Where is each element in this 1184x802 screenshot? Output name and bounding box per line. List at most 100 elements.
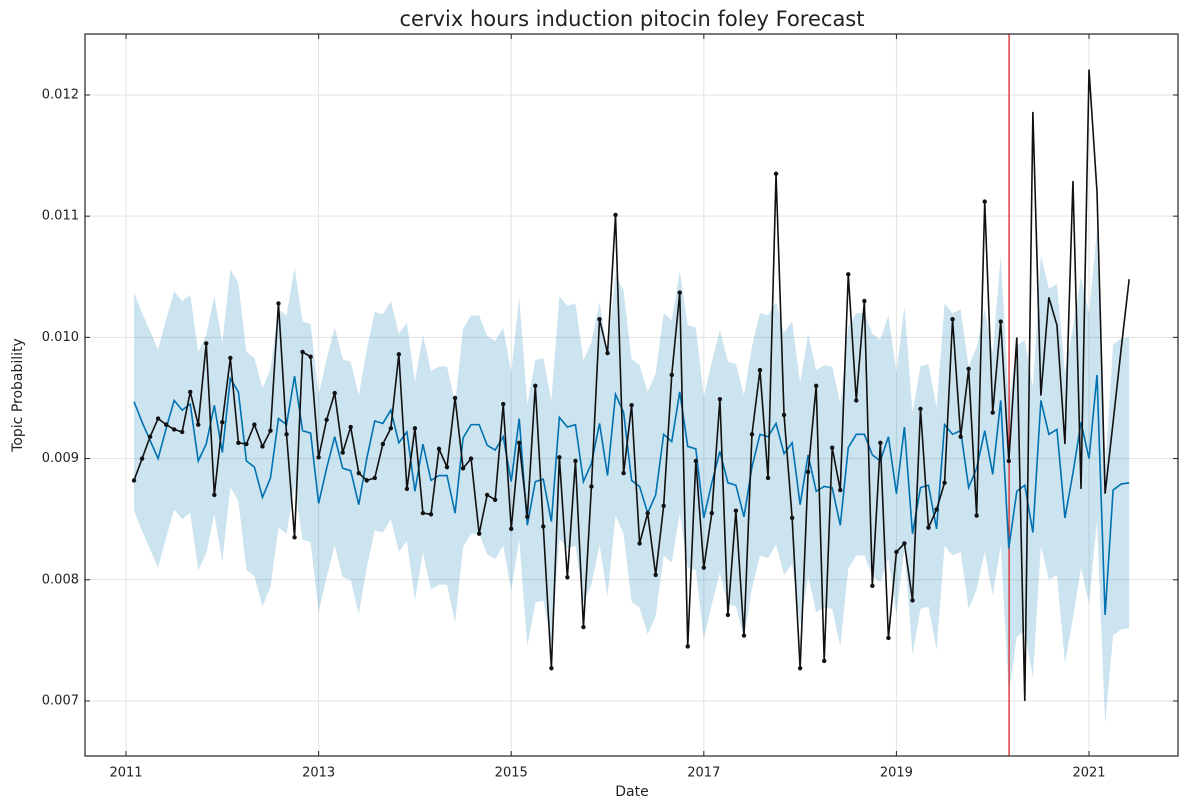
y-tick-label: 0.008 xyxy=(42,572,79,587)
data-point xyxy=(709,510,715,516)
data-point xyxy=(717,396,723,402)
x-tick-label: 2017 xyxy=(687,766,720,781)
data-point xyxy=(597,316,602,322)
data-point xyxy=(894,549,899,555)
data-point xyxy=(284,432,289,437)
data-point xyxy=(220,420,225,425)
data-point xyxy=(476,531,482,536)
data-point xyxy=(188,389,193,395)
data-point xyxy=(653,572,658,578)
data-point xyxy=(926,525,931,530)
data-point xyxy=(139,456,145,461)
data-point xyxy=(533,383,538,389)
data-point xyxy=(589,484,594,489)
data-point xyxy=(797,666,803,671)
y-axis-label: Topic Probability xyxy=(10,338,26,453)
data-point xyxy=(372,475,377,481)
data-point xyxy=(525,514,530,519)
chart-title: cervix hours induction pitocin foley For… xyxy=(400,7,865,31)
data-point xyxy=(388,426,394,431)
data-point xyxy=(236,440,241,446)
data-point xyxy=(982,199,987,204)
data-point xyxy=(733,508,739,513)
plot-frame xyxy=(84,33,1179,757)
data-point xyxy=(292,535,297,540)
data-point xyxy=(725,612,731,618)
data-point xyxy=(171,427,177,432)
data-point xyxy=(196,422,201,427)
data-point xyxy=(645,510,650,516)
y-tick-label: 0.007 xyxy=(42,693,79,708)
data-point xyxy=(212,492,217,498)
data-point xyxy=(444,464,450,470)
data-point xyxy=(902,541,907,546)
data-point xyxy=(1006,458,1012,464)
y-tick-label: 0.011 xyxy=(42,209,79,224)
data-point xyxy=(669,372,674,378)
data-point xyxy=(147,434,153,439)
x-tick-label: 2019 xyxy=(880,766,913,781)
data-point xyxy=(348,424,353,430)
data-point xyxy=(854,398,859,403)
data-point xyxy=(204,341,209,346)
data-point xyxy=(228,355,233,361)
data-point xyxy=(773,171,779,176)
data-point xyxy=(621,470,626,476)
y-tick-label: 0.010 xyxy=(42,330,79,345)
data-point xyxy=(404,486,410,492)
data-point xyxy=(886,635,891,641)
data-point xyxy=(878,440,883,446)
data-point xyxy=(998,319,1003,324)
data-point xyxy=(677,290,682,295)
data-point xyxy=(340,450,345,455)
x-tick-label: 2021 xyxy=(1072,766,1105,781)
data-point xyxy=(541,524,546,529)
data-point xyxy=(557,455,562,460)
data-point xyxy=(468,456,474,461)
data-point xyxy=(484,492,490,498)
data-point xyxy=(420,510,426,516)
data-point xyxy=(870,583,875,589)
data-point xyxy=(613,212,618,218)
data-point xyxy=(412,426,418,431)
data-point xyxy=(934,507,939,512)
data-point xyxy=(862,298,867,304)
data-point xyxy=(605,350,610,356)
data-point xyxy=(501,401,506,407)
data-point xyxy=(838,487,843,493)
data-point xyxy=(155,416,161,421)
data-point xyxy=(637,541,642,546)
data-point xyxy=(685,644,690,649)
data-point xyxy=(131,478,137,483)
data-point xyxy=(252,422,257,427)
x-axis-label: Date xyxy=(615,784,648,800)
data-point xyxy=(509,526,514,532)
data-point xyxy=(757,367,763,373)
data-point xyxy=(244,441,249,447)
data-point xyxy=(396,352,402,357)
data-point xyxy=(950,316,955,322)
data-point xyxy=(549,666,554,671)
data-point xyxy=(805,469,811,475)
data-point xyxy=(693,458,699,464)
data-point xyxy=(452,395,458,401)
data-point xyxy=(179,429,185,435)
data-point xyxy=(163,422,169,427)
x-tick-label: 2015 xyxy=(495,766,528,781)
data-point xyxy=(380,441,386,447)
data-point xyxy=(492,497,498,502)
data-point xyxy=(846,272,851,277)
data-point xyxy=(581,624,586,630)
data-point xyxy=(765,475,771,481)
data-point xyxy=(460,466,466,471)
data-point xyxy=(749,432,755,437)
data-point xyxy=(316,455,321,460)
data-point xyxy=(829,445,835,450)
x-tick-label: 2013 xyxy=(302,766,335,781)
data-point xyxy=(990,410,995,415)
data-point xyxy=(428,512,434,517)
data-point xyxy=(565,575,570,580)
data-point xyxy=(918,406,923,412)
data-point xyxy=(966,366,971,372)
